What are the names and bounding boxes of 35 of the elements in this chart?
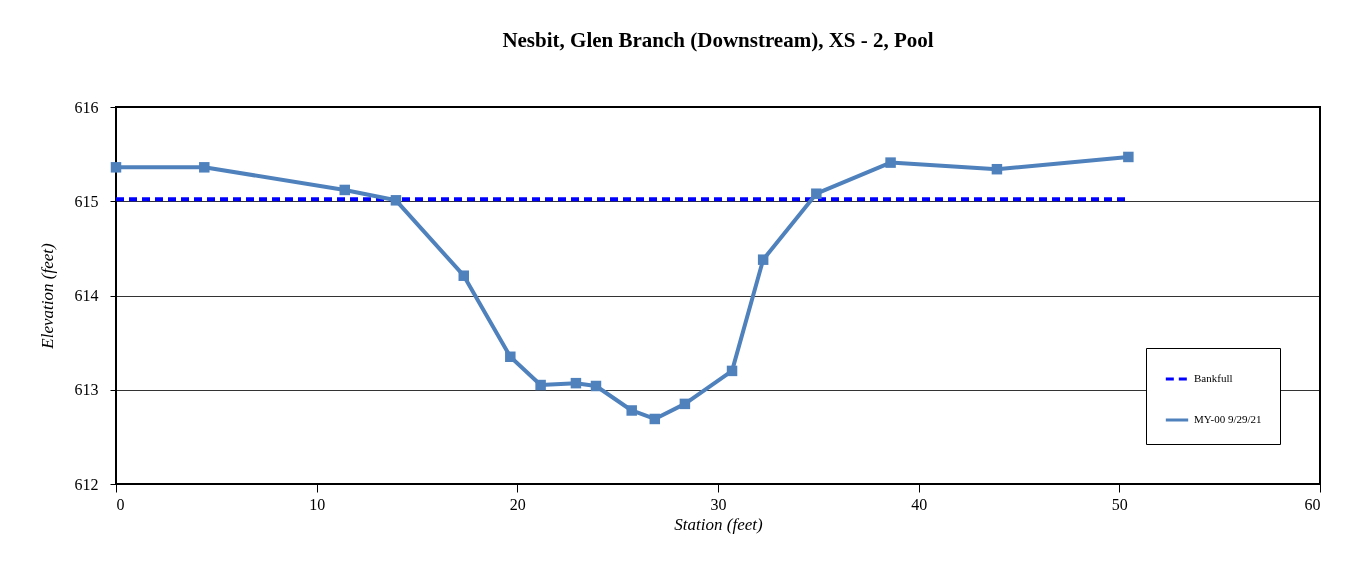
point [339, 184, 350, 196]
point [390, 195, 402, 206]
point [570, 377, 582, 389]
chart-title: Nesbit, Glen Branch (Downstream), XS - 2, Pool [502, 28, 934, 52]
point [679, 398, 691, 410]
point [590, 380, 602, 392]
point [110, 162, 122, 173]
legend-label: MY-00 9/29/21 [1194, 413, 1262, 425]
x-tick-label: 20 [509, 495, 526, 513]
y-tick-label: 615 [74, 192, 99, 210]
point [1123, 151, 1134, 163]
legend-label: Bankfull [1194, 372, 1233, 384]
point [505, 351, 516, 363]
point [626, 405, 637, 416]
point [649, 413, 661, 425]
x-tick-label: 0 [116, 495, 125, 513]
x-tick-label: 30 [710, 495, 727, 513]
point [885, 157, 896, 168]
x-tick-label: 10 [309, 495, 326, 513]
y-tick-label: 613 [74, 381, 99, 399]
x-tick-label: 50 [1111, 495, 1128, 513]
x-axis-title: Station (feet) [674, 514, 763, 534]
point [726, 365, 738, 377]
y-tick-label: 616 [74, 98, 99, 116]
x-tick-label: 60 [1304, 495, 1321, 513]
point [757, 254, 769, 265]
y-tick-label: 614 [74, 287, 99, 304]
point [199, 162, 210, 173]
x-tick-label: 40 [911, 495, 928, 513]
point [535, 379, 546, 391]
point [811, 188, 822, 199]
y-axis-title: Elevation (feet) [37, 243, 57, 350]
point [991, 163, 1003, 175]
point [458, 270, 469, 281]
y-tick-label: 612 [74, 475, 99, 493]
